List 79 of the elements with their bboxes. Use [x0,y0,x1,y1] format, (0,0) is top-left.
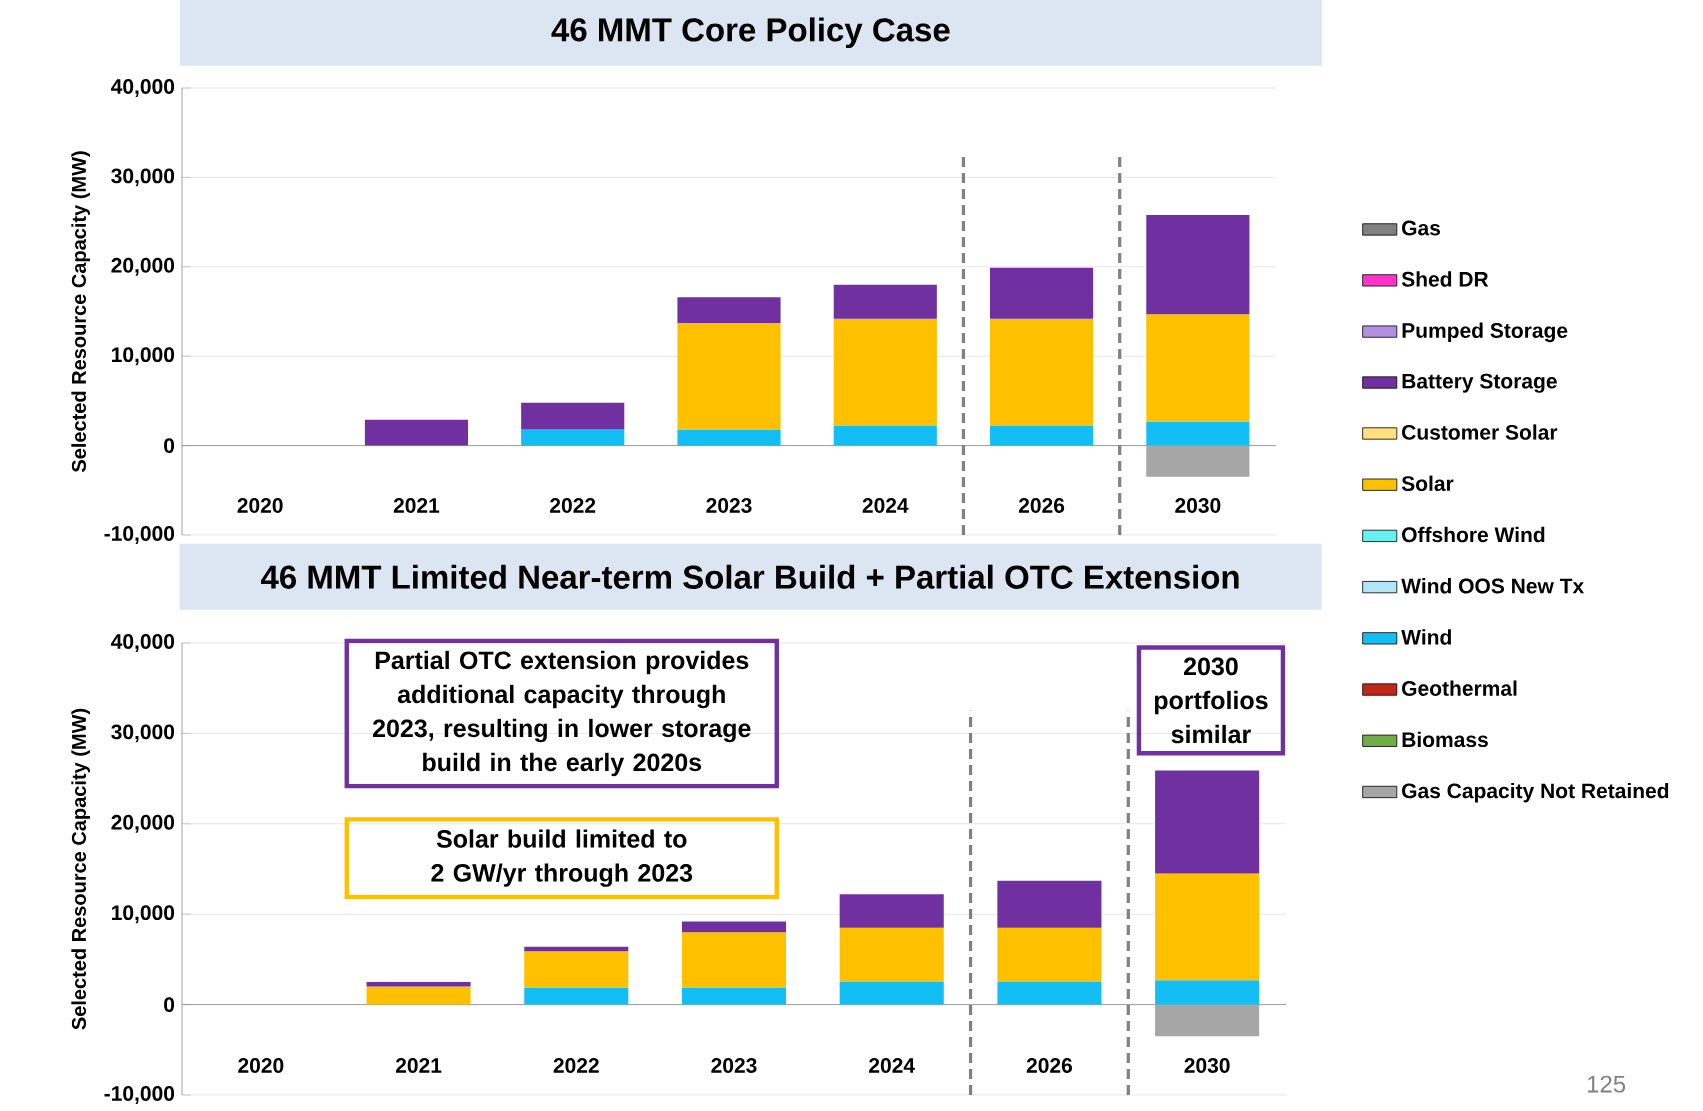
bar [989,267,1094,319]
legend-label: Shed DR [1401,271,1489,287]
x-tick-label: 2030 [1175,498,1221,513]
bar [839,981,944,1005]
bar [1155,770,1260,874]
bar [839,927,944,982]
y-tick-label: -10,000 [104,1086,175,1104]
bar [524,951,629,988]
bar [366,981,471,987]
x-tick-label: 2030 [1184,1058,1230,1073]
annotation: Partial OTC extension provides additional capacity through 2023, resulting in lower storage build in the early 2020s [373,650,751,777]
bar [1146,214,1250,315]
bar [524,987,629,1005]
y-tick-label: -10,000 [104,526,175,544]
legend-label: Biomass [1402,731,1488,748]
bar [677,429,781,446]
annotation: Solar build limited to 2 GW/yr through 2023 [431,829,693,887]
x-tick-label: 2023 [711,1058,757,1073]
bar [1155,980,1260,1005]
x-tick-label: 2026 [1018,498,1065,513]
bar [833,284,937,319]
bar [833,425,937,446]
legend-label: Gas [1402,220,1441,236]
y-tick-label: 20,000 [111,257,175,276]
x-tick-label: 2024 [869,1058,915,1073]
bar [364,419,469,446]
legend-label: Geothermal [1402,680,1517,696]
y-tick-label: 10,000 [112,347,175,366]
chart-title: 46 MMT Core Policy Case [551,17,950,49]
x-tick-label: 2020 [238,1058,284,1073]
y-tick-label: 0 [164,997,175,1013]
bar [989,318,1094,426]
bar [681,932,787,988]
bar [997,880,1102,928]
bar [1146,421,1250,446]
legend-label: Gas Capacity Not Retained [1402,782,1669,803]
x-tick-label: 2021 [395,1058,442,1073]
bar [677,297,781,324]
bar [989,425,1094,446]
x-tick-label: 2023 [706,498,752,513]
legend-label: Solar [1401,475,1454,492]
x-tick-label: 2022 [553,1058,599,1073]
x-tick-label: 2020 [237,498,283,513]
y-tick-label: 0 [164,438,175,454]
legend-label: Pumped Storage [1402,322,1568,343]
x-tick-label: 2024 [862,498,909,513]
x-tick-label: 2021 [393,498,440,513]
bar [839,894,944,928]
legend-label: Customer Solar [1402,424,1558,440]
y-tick-label: 30,000 [111,724,175,743]
bar [681,987,787,1005]
y-tick-label: 10,000 [112,905,175,924]
bar [1155,873,1260,981]
legend-label: Offshore Wind [1402,526,1545,543]
bar [366,986,471,1005]
legend-label: Wind [1401,629,1451,645]
x-tick-label: 2026 [1026,1058,1073,1073]
bar [681,921,787,933]
bar [1155,1004,1260,1037]
bar [521,429,625,446]
x-tick-label: 2022 [550,498,596,513]
bar [997,927,1102,982]
y-tick-label: 20,000 [111,814,175,833]
y-tick-label: 40,000 [111,79,175,97]
bar [677,323,781,430]
annotation: 2030 portfolios similar [1154,657,1268,744]
y-tick-label: 40,000 [111,634,175,652]
text: 125 [1587,1075,1626,1093]
legend-label: Battery Storage [1402,373,1557,393]
legend-label: Wind OOS New Tx [1401,578,1585,594]
chart-title: 46 MMT Limited Near-term Solar Build + Partial OTC Extension [261,564,1239,589]
y-axis-title: Selected Resource Capacity (MW) [71,708,90,1030]
y-tick-label: 30,000 [111,168,175,187]
bar [833,318,937,426]
bar [521,402,625,430]
y-axis-title: Selected Resource Capacity (MW) [71,151,90,473]
bar [1146,314,1250,422]
bar [997,981,1102,1005]
bar [1146,445,1250,477]
